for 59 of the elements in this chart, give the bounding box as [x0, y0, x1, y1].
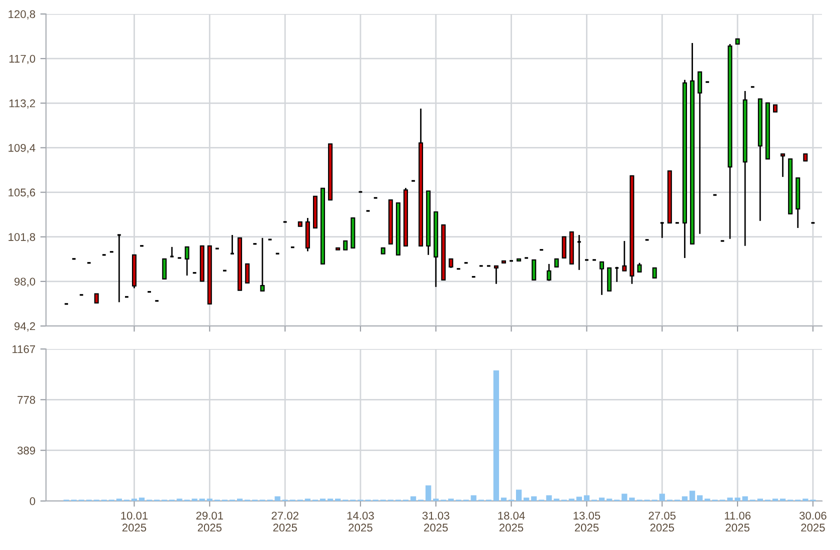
candlestick	[184, 246, 190, 276]
bar	[742, 496, 748, 501]
x-tick-label: 27.05 2025	[648, 512, 676, 532]
candlestick	[230, 234, 235, 256]
bar	[659, 494, 665, 501]
y-tick-label: 113,2	[9, 99, 36, 109]
x-tick-label: 29.01 2025	[196, 512, 224, 532]
candlestick	[622, 240, 627, 272]
bar	[138, 498, 145, 501]
bar	[524, 498, 530, 501]
bar	[682, 496, 688, 501]
bar	[493, 370, 500, 501]
candlestick	[576, 234, 582, 271]
bar	[410, 496, 416, 501]
candlestick	[494, 265, 498, 285]
candlestick	[607, 267, 612, 292]
y-tick-label: 778	[18, 396, 36, 404]
bar	[516, 490, 522, 501]
x-tick-label: 10.01 2025	[121, 512, 148, 532]
candlestick	[94, 293, 99, 304]
bar	[598, 498, 605, 501]
x-tick-label: 14.03 2025	[347, 512, 374, 532]
bar	[622, 494, 628, 501]
y-tick-label: 101,8	[8, 233, 36, 242]
y-tick-label: 120,8	[8, 10, 36, 20]
x-tick-label: 13.05 2025	[574, 512, 600, 532]
y-tick-label: 117,0	[9, 54, 36, 64]
candlestick	[652, 267, 657, 278]
candlestick	[162, 258, 167, 280]
bar	[584, 495, 590, 501]
candlestick	[698, 71, 702, 235]
candlestick	[637, 262, 642, 273]
bar	[689, 490, 696, 501]
x-tick-label: 18.04 2025	[498, 512, 525, 532]
x-tick-label: 31.03 2025	[422, 512, 450, 532]
y-tick-label: 389	[17, 446, 36, 454]
candlestick	[780, 153, 786, 178]
candlestick	[245, 263, 250, 284]
bar	[576, 496, 582, 501]
y-tick-label: 94,2	[14, 322, 36, 332]
y-tick-label: 1167	[12, 345, 36, 354]
candlestick	[260, 237, 265, 292]
candlestick	[600, 261, 604, 296]
x-tick-label: 30.06 2025	[799, 512, 826, 532]
candlestick	[562, 236, 566, 259]
y-tick-label: 0	[30, 497, 36, 506]
y-tick-label: 105,6	[8, 188, 36, 198]
bar	[500, 498, 507, 501]
candlestick	[116, 234, 122, 303]
bar	[426, 485, 432, 501]
x-tick-label: 11.06 2025	[724, 512, 751, 532]
y-tick-label: 109,4	[8, 144, 36, 154]
y-tick-label: 98,0	[14, 278, 36, 287]
candlestick	[532, 259, 536, 280]
bar	[470, 495, 476, 501]
bar	[697, 495, 703, 501]
x-tick-label: 27.02 2025	[272, 512, 298, 532]
candlestick	[546, 263, 552, 282]
candlestick	[448, 258, 454, 269]
